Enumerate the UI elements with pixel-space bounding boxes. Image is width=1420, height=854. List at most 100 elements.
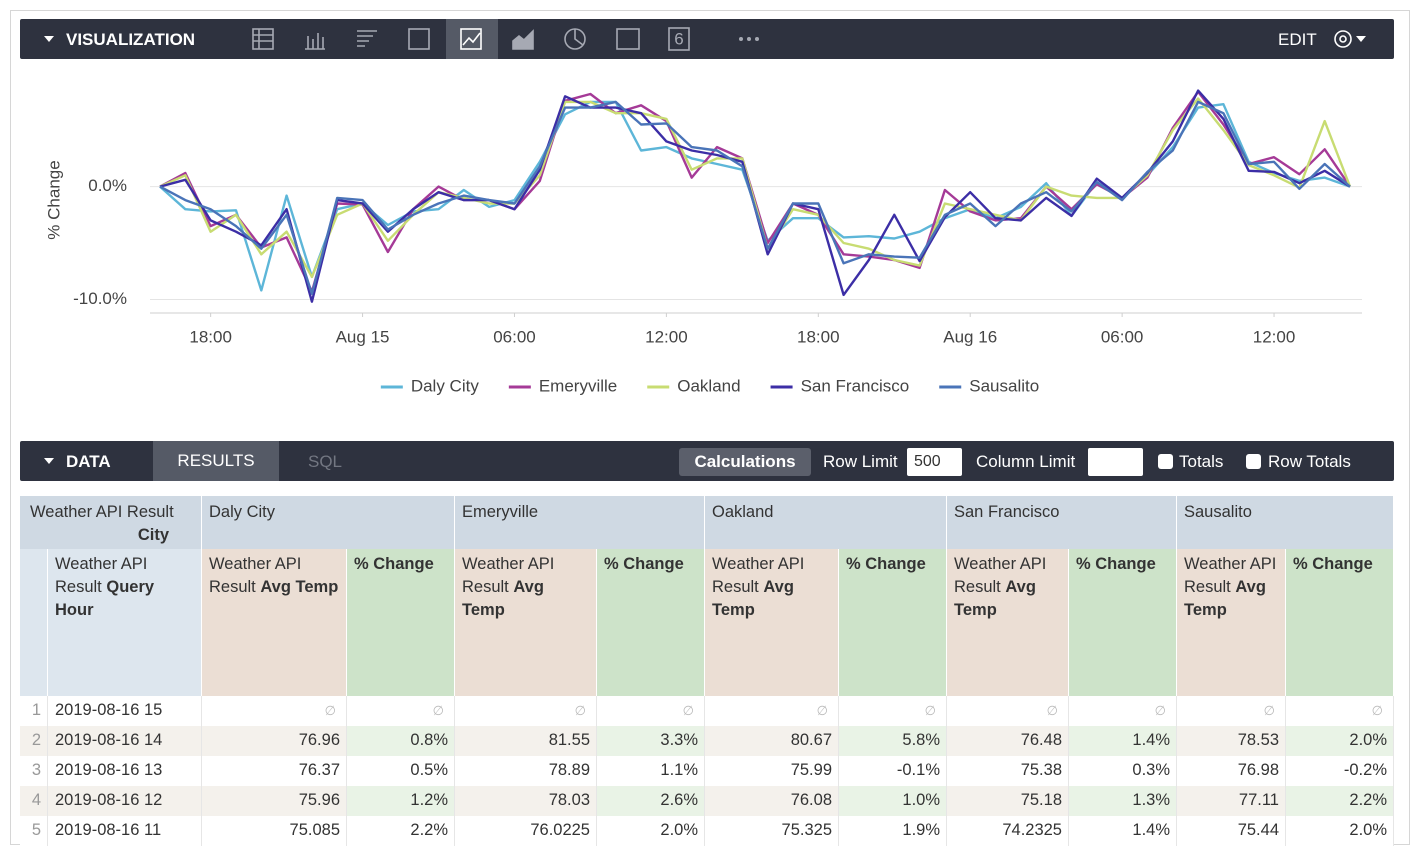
totals-checkbox[interactable]	[1158, 454, 1173, 469]
collapse-caret[interactable]	[44, 458, 54, 464]
gear-caret[interactable]	[1356, 36, 1366, 42]
avg-temp: 75.085	[202, 816, 347, 846]
dimension-name: Query Hour	[55, 578, 155, 619]
avg-temp: 76.48	[947, 726, 1069, 756]
percent-change: 5.8%	[839, 726, 947, 756]
scatter-icon[interactable]	[408, 28, 430, 50]
percent-change: -0.2%	[1286, 756, 1394, 786]
avg-temp: 76.98	[1177, 756, 1286, 786]
series-line	[159, 89, 1351, 303]
edit-button[interactable]: EDIT	[1278, 30, 1317, 49]
active-tab	[446, 19, 498, 59]
query-hour: 2019-08-16 11	[48, 816, 202, 846]
x-tick-label: 12:00	[645, 327, 688, 346]
measure-header: Weather API Result Avg Temp	[1177, 549, 1286, 696]
x-tick-label: 06:00	[493, 327, 536, 346]
row-number: 4	[20, 786, 48, 816]
measure-header: Weather API Result Avg Temp	[455, 549, 597, 696]
dimension-header: Weather API Result Query Hour	[48, 549, 202, 696]
data-caret-icon	[44, 458, 54, 464]
legend-label: Oakland	[677, 376, 740, 395]
x-tick-label: Aug 16	[943, 327, 997, 346]
more-dot[interactable]	[747, 37, 751, 41]
avg-temp: 75.325	[705, 816, 839, 846]
viz-toolbar-icons: 6	[44, 19, 1366, 59]
percent-change: 2.2%	[347, 816, 455, 846]
x-tick-label: Aug 15	[336, 327, 390, 346]
null-cell: ∅	[1069, 696, 1177, 726]
more-dot[interactable]	[755, 37, 759, 41]
legend-label: Emeryville	[539, 376, 617, 395]
single-value-digit: 6	[674, 29, 683, 48]
single-value-icon[interactable]	[668, 27, 690, 51]
chart: 0.0% -10.0% % Change 18:00 Aug 15 06:00 12:00 1…	[44, 89, 1362, 395]
legend-label: San Francisco	[801, 376, 910, 395]
measure-prefix: Weather API Result	[209, 555, 302, 596]
percent-change: 1.2%	[347, 786, 455, 816]
table-icon-lines	[253, 29, 273, 49]
row-number: 2	[20, 726, 48, 756]
pivot-value: Daly City	[202, 496, 455, 549]
results-tab[interactable]: RESULTS	[153, 441, 279, 481]
avg-temp: 76.37	[202, 756, 347, 786]
calculation-header: % Change	[1069, 549, 1177, 696]
row-number-header	[20, 549, 48, 696]
percent-change: 1.0%	[839, 786, 947, 816]
avg-temp: 75.99	[705, 756, 839, 786]
line-icon-path	[462, 32, 481, 46]
row-totals-checkbox[interactable]	[1246, 454, 1261, 469]
table-icon[interactable]	[252, 28, 274, 50]
bar-icon[interactable]	[357, 30, 377, 47]
y-tick-label: -10.0%	[73, 289, 127, 308]
line-icon[interactable]	[460, 28, 482, 50]
measure-prefix: Weather API Result	[462, 555, 555, 596]
y-tick-label: 0.0%	[88, 176, 127, 195]
measure-prefix: Weather API Result	[954, 555, 1047, 596]
gear-hub	[1339, 35, 1347, 43]
avg-temp: 76.08	[705, 786, 839, 816]
measure-header: Weather API Result Avg Temp	[202, 549, 347, 696]
legend: Daly City Emeryville Oakland San Francisco S…	[380, 376, 1039, 395]
null-cell: ∅	[705, 696, 839, 726]
calculations-button[interactable]: Calculations	[679, 448, 811, 476]
series-line	[159, 90, 1351, 293]
percent-change: 1.3%	[1069, 786, 1177, 816]
pivot-value: Oakland	[705, 496, 947, 549]
percent-change: 0.8%	[347, 726, 455, 756]
legend-label: Daly City	[411, 376, 480, 395]
x-tick-label: 18:00	[189, 327, 232, 346]
column-limit-input[interactable]	[1088, 448, 1143, 476]
column-limit-label: Column Limit	[976, 452, 1076, 471]
gear-icon[interactable]	[1334, 30, 1352, 48]
y-axis-label: % Change	[44, 160, 63, 239]
avg-temp: 76.0225	[455, 816, 597, 846]
pivot-name: City	[137, 526, 169, 544]
map-icon[interactable]	[616, 28, 640, 50]
percent-change: 2.0%	[1286, 816, 1394, 846]
percent-change: 0.5%	[347, 756, 455, 786]
percent-change: 1.4%	[1069, 816, 1177, 846]
query-hour: 2019-08-16 12	[48, 786, 202, 816]
calculation-header: % Change	[347, 549, 455, 696]
null-cell: ∅	[1286, 696, 1394, 726]
avg-temp: 75.18	[947, 786, 1069, 816]
row-limit-input[interactable]: 500	[907, 448, 962, 476]
avg-temp: 77.11	[1177, 786, 1286, 816]
percent-change: 2.0%	[1286, 726, 1394, 756]
pivot-label: Weather API Result	[30, 503, 174, 521]
pie-icon-cut	[574, 29, 584, 46]
totals-label[interactable]: Totals	[1179, 452, 1224, 471]
row-totals-label[interactable]: Row Totals	[1268, 452, 1351, 471]
avg-temp: 75.38	[947, 756, 1069, 786]
more-dot[interactable]	[739, 37, 743, 41]
pivot-value: San Francisco	[947, 496, 1177, 549]
area-icon[interactable]	[512, 29, 534, 50]
column-icon[interactable]	[305, 33, 325, 50]
measure-prefix: Weather API Result	[1184, 555, 1277, 596]
percent-change: 0.3%	[1069, 756, 1177, 786]
viz-title: VISUALIZATION	[66, 30, 196, 49]
collapse-caret[interactable]	[44, 36, 54, 42]
sql-tab[interactable]: SQL	[308, 452, 343, 471]
percent-change: 2.0%	[597, 816, 705, 846]
null-cell: ∅	[347, 696, 455, 726]
